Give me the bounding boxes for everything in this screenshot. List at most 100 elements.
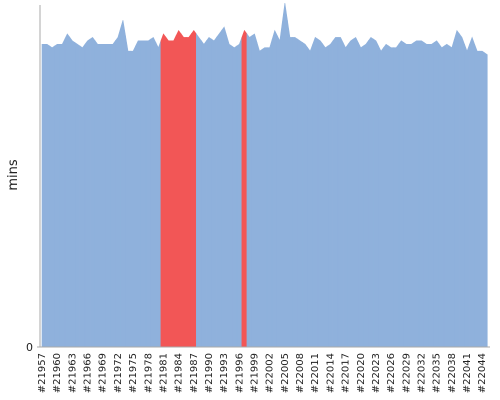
area-segment <box>256 42 263 348</box>
area-segment <box>64 33 71 348</box>
area-segment <box>347 38 354 348</box>
area-segment <box>59 38 66 348</box>
x-tick-label: #21990 <box>204 353 215 393</box>
area-segment <box>464 44 470 348</box>
area-segment <box>155 40 162 348</box>
x-tick-label: #21981 <box>158 353 169 393</box>
y-tick-label: 0 <box>26 341 33 354</box>
area-segment <box>130 45 136 348</box>
x-tick-label: #22014 <box>325 353 336 393</box>
area-segment <box>221 26 227 348</box>
area-segment <box>484 52 488 348</box>
area-segment <box>140 40 147 348</box>
area-segment <box>216 29 222 348</box>
area-segment <box>41 43 45 348</box>
area-segment <box>332 37 339 348</box>
x-tick-label: #22008 <box>295 353 306 393</box>
area-segment <box>443 43 450 348</box>
area-segment <box>282 2 288 348</box>
area-segment <box>196 33 202 348</box>
area-segment <box>302 41 308 348</box>
area-segment <box>74 41 81 348</box>
area-segment <box>190 30 197 348</box>
area-segment <box>49 45 55 348</box>
area-segment <box>125 35 131 348</box>
area-segment <box>266 39 273 348</box>
area-segment <box>110 39 116 348</box>
area-segment <box>352 36 359 348</box>
area-segment <box>94 39 101 348</box>
x-tick-label: #21984 <box>174 353 185 393</box>
area-segment <box>408 41 415 348</box>
area-segment <box>271 29 278 348</box>
area-segment <box>180 33 187 348</box>
x-tick-label: #22032 <box>417 353 428 393</box>
area-segment <box>383 43 389 348</box>
area-segment <box>241 29 248 348</box>
area-segment <box>84 38 91 348</box>
area-segment <box>327 39 334 348</box>
x-tick-label: #22020 <box>356 353 367 393</box>
x-tick-label: #22029 <box>401 353 412 393</box>
area-segment <box>170 35 177 348</box>
area-segment <box>115 28 121 348</box>
area-segment <box>373 38 379 348</box>
x-tick-label: #21975 <box>128 353 139 393</box>
x-tick-label: #22011 <box>310 353 321 393</box>
area-segment <box>413 40 420 348</box>
area-segment <box>287 20 293 348</box>
area-segment <box>54 43 61 348</box>
x-tick-label: #22041 <box>462 353 473 393</box>
area-segment <box>201 39 207 348</box>
x-tick-label: #21993 <box>219 353 230 393</box>
area-segment <box>474 44 480 348</box>
area-segment <box>297 38 303 348</box>
x-tick-label: #21966 <box>83 353 94 393</box>
x-tick-label: #22026 <box>386 353 397 393</box>
area-segment <box>378 45 384 348</box>
x-tick-label: #21960 <box>52 353 63 393</box>
y-axis-label: mins <box>6 159 21 191</box>
area-segment <box>479 50 486 348</box>
area-segment <box>342 42 349 348</box>
area-segment <box>79 43 86 348</box>
area-segment <box>226 35 233 348</box>
area-segment <box>449 39 455 348</box>
x-tick-label: #22038 <box>447 353 458 393</box>
area-segment <box>388 45 394 348</box>
x-tick-label: #22005 <box>280 353 291 393</box>
area-segment <box>368 36 374 348</box>
x-tick-label: #21999 <box>250 353 261 393</box>
x-tick-label: #22002 <box>265 353 276 393</box>
area-segment <box>292 37 298 348</box>
area-segment <box>418 40 425 348</box>
area-segment <box>99 43 106 348</box>
x-tick-label: #22017 <box>341 353 352 393</box>
area-segment <box>120 20 126 348</box>
area-segment <box>150 36 157 348</box>
area-segment <box>459 33 465 348</box>
x-tick-label: #21957 <box>37 353 48 393</box>
x-tick-label: #22035 <box>432 353 443 393</box>
area-segment <box>261 47 268 348</box>
area-segment <box>322 43 329 348</box>
area-segment <box>438 43 445 348</box>
area-segment <box>246 33 253 348</box>
area-segment <box>312 36 319 348</box>
area-segment <box>423 41 430 348</box>
x-tick-label: #21972 <box>113 353 124 393</box>
area-segment <box>307 44 314 348</box>
area-segment <box>403 41 410 348</box>
x-tick-label: #21969 <box>98 353 109 393</box>
x-tick-label: #21996 <box>234 353 245 393</box>
area-segment <box>363 39 369 348</box>
area-segment <box>206 36 212 348</box>
area-segment <box>44 43 50 348</box>
x-tick-label: #21978 <box>143 353 154 393</box>
area-segment <box>145 38 152 348</box>
x-tick-label: #22023 <box>371 353 382 393</box>
area-segment <box>398 40 405 348</box>
area-segment <box>251 33 258 348</box>
area-segment <box>357 42 364 348</box>
